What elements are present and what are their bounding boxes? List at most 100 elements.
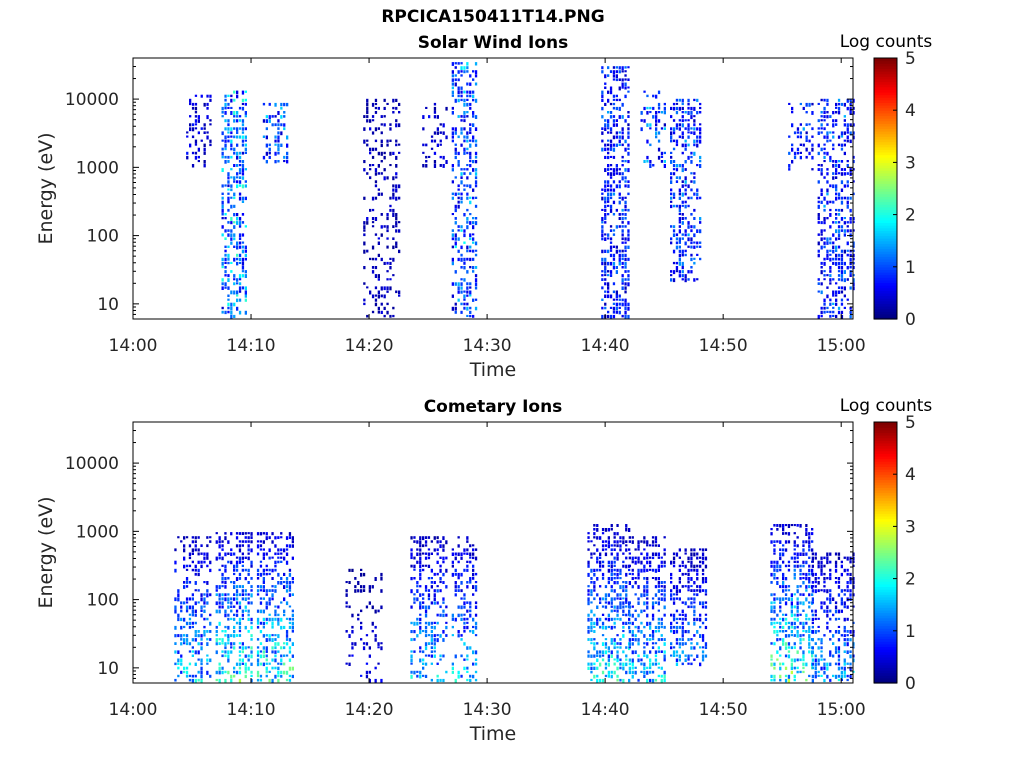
data-cell [699,634,702,638]
data-cell [235,670,239,675]
data-cell [621,286,624,290]
data-cell [684,564,687,569]
data-cell [472,572,475,577]
colorbar-segment [874,138,897,143]
data-cell [678,253,681,258]
data-cell [684,642,687,646]
data-cell [612,290,616,294]
data-cell [612,188,616,192]
data-cell [206,564,209,568]
colorbar-segment [874,86,897,90]
data-cell [194,564,197,569]
data-cell [687,143,690,147]
data-cell [843,270,846,274]
data-cell [846,106,849,111]
data-cell [291,625,294,630]
data-cell [285,638,289,641]
data-cell [612,314,616,319]
data-cell [241,151,245,155]
data-cell [194,111,198,114]
data-cell [227,257,230,261]
data-cell [280,658,283,662]
data-cell [268,662,271,665]
data-cell [808,123,811,126]
data-cell [823,577,826,581]
data-cell [670,577,673,580]
data-cell [466,581,469,584]
data-cell [612,257,616,261]
data-cell [628,609,631,614]
data-cell [784,617,788,621]
data-cell [672,196,676,199]
data-cell [241,642,244,646]
data-cell [607,314,610,319]
colorbar-segment [874,285,897,289]
data-cell [194,650,197,655]
data-cell [383,106,386,110]
data-cell [430,634,433,638]
data-cell [424,634,428,638]
data-cell [285,536,289,540]
data-cell [233,196,236,200]
data-cell [829,654,832,657]
data-cell [395,139,398,143]
data-cell [615,184,618,189]
data-cell [236,217,239,221]
data-cell [793,613,796,617]
data-cell [820,131,823,134]
data-cell [849,106,852,111]
data-cell [624,257,627,262]
colorbar-segment [874,518,897,522]
data-cell [701,650,705,654]
data-cell [416,585,419,588]
data-cell [790,630,793,634]
data-cell [442,536,445,540]
data-cell [840,310,844,314]
data-cell [840,217,844,221]
colorbar-segment [874,458,897,462]
data-cell [197,601,200,604]
data-cell [672,172,676,176]
data-cell [627,180,630,183]
data-cell [852,155,855,159]
data-cell [625,572,628,577]
colorbar-segment [874,227,897,231]
colorbar-segment [874,544,897,548]
data-cell [808,617,811,621]
data-cell [374,266,378,270]
data-cell [615,74,618,78]
data-cell [587,589,590,593]
colorbar-segment [874,615,897,619]
data-cell [451,82,454,86]
data-cell [230,310,233,315]
data-cell [244,180,247,183]
data-cell [704,593,708,596]
data-cell [439,658,442,661]
data-cell [631,658,634,663]
data-cell [615,164,618,168]
data-cell [203,102,206,107]
data-cell [604,625,608,630]
data-cell [451,666,454,670]
data-cell [811,560,814,563]
x-tick-label: 14:40 [581,700,630,720]
data-cell [380,678,383,683]
data-cell [288,572,292,577]
data-cell [601,131,604,135]
data-cell [265,568,268,572]
data-cell [277,613,280,617]
data-cell [670,172,673,176]
data-cell [395,188,398,193]
data-cell [436,613,439,617]
data-cell [366,221,369,225]
colorbar-segment [874,630,897,635]
data-cell [392,213,395,217]
data-cell [826,180,829,184]
data-cell [808,548,811,552]
colorbar-segment [874,185,897,190]
data-cell [209,638,212,641]
data-cell [188,674,192,678]
data-cell [601,257,604,262]
data-cell [823,237,826,240]
data-cell [840,314,844,319]
